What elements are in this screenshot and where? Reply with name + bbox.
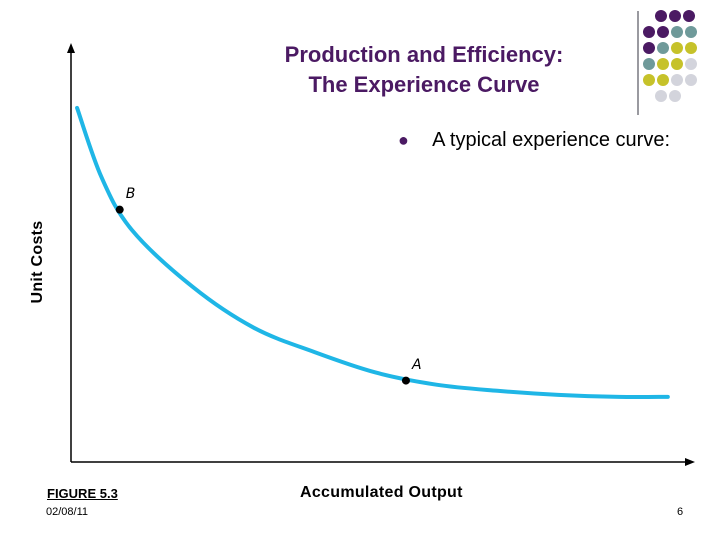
decor-dot <box>669 10 681 22</box>
decor-dot <box>657 58 669 70</box>
decor-dot <box>655 10 667 22</box>
decor-dot <box>685 74 697 86</box>
y-axis-label: Unit Costs <box>29 220 46 304</box>
decor-dot <box>671 26 683 38</box>
decor-dot <box>657 42 669 54</box>
page-number: 6 <box>677 506 684 518</box>
decor-dot <box>657 74 669 86</box>
decor-dot <box>685 42 697 54</box>
slide-title: Production and Efficiency: The Experienc… <box>214 40 634 100</box>
decor-dot <box>643 58 655 70</box>
decor-dot <box>643 74 655 86</box>
slide-date: 02/08/11 <box>46 506 89 518</box>
decor-divider <box>637 11 639 115</box>
decor-dot <box>683 10 695 22</box>
point-b-label: B <box>125 185 136 202</box>
decor-dot <box>655 90 667 102</box>
point-a-label: A <box>411 356 422 373</box>
decor-dot <box>671 42 683 54</box>
title-line-2: The Experience Curve <box>308 72 540 97</box>
title-line-1: Production and Efficiency: <box>284 42 564 67</box>
x-axis-label: Accumulated Output <box>300 484 463 501</box>
decor-dot <box>643 42 655 54</box>
decor-dot <box>685 26 697 38</box>
decor-dot <box>671 58 683 70</box>
point-b-marker <box>115 205 124 214</box>
decor-dot <box>643 26 655 38</box>
experience-curve-line <box>75 105 670 400</box>
decor-dot <box>671 74 683 86</box>
bullet-dot-icon: ● <box>398 130 409 150</box>
decor-dot <box>657 26 669 38</box>
bullet-text: A typical experience curve: <box>432 129 670 151</box>
decor-dot <box>669 90 681 102</box>
bullet-item: ● A typical experience curve: <box>398 127 670 154</box>
point-a-marker <box>401 376 410 385</box>
figure-label: FIGURE 5.3 <box>47 486 118 501</box>
decor-dot <box>685 58 697 70</box>
